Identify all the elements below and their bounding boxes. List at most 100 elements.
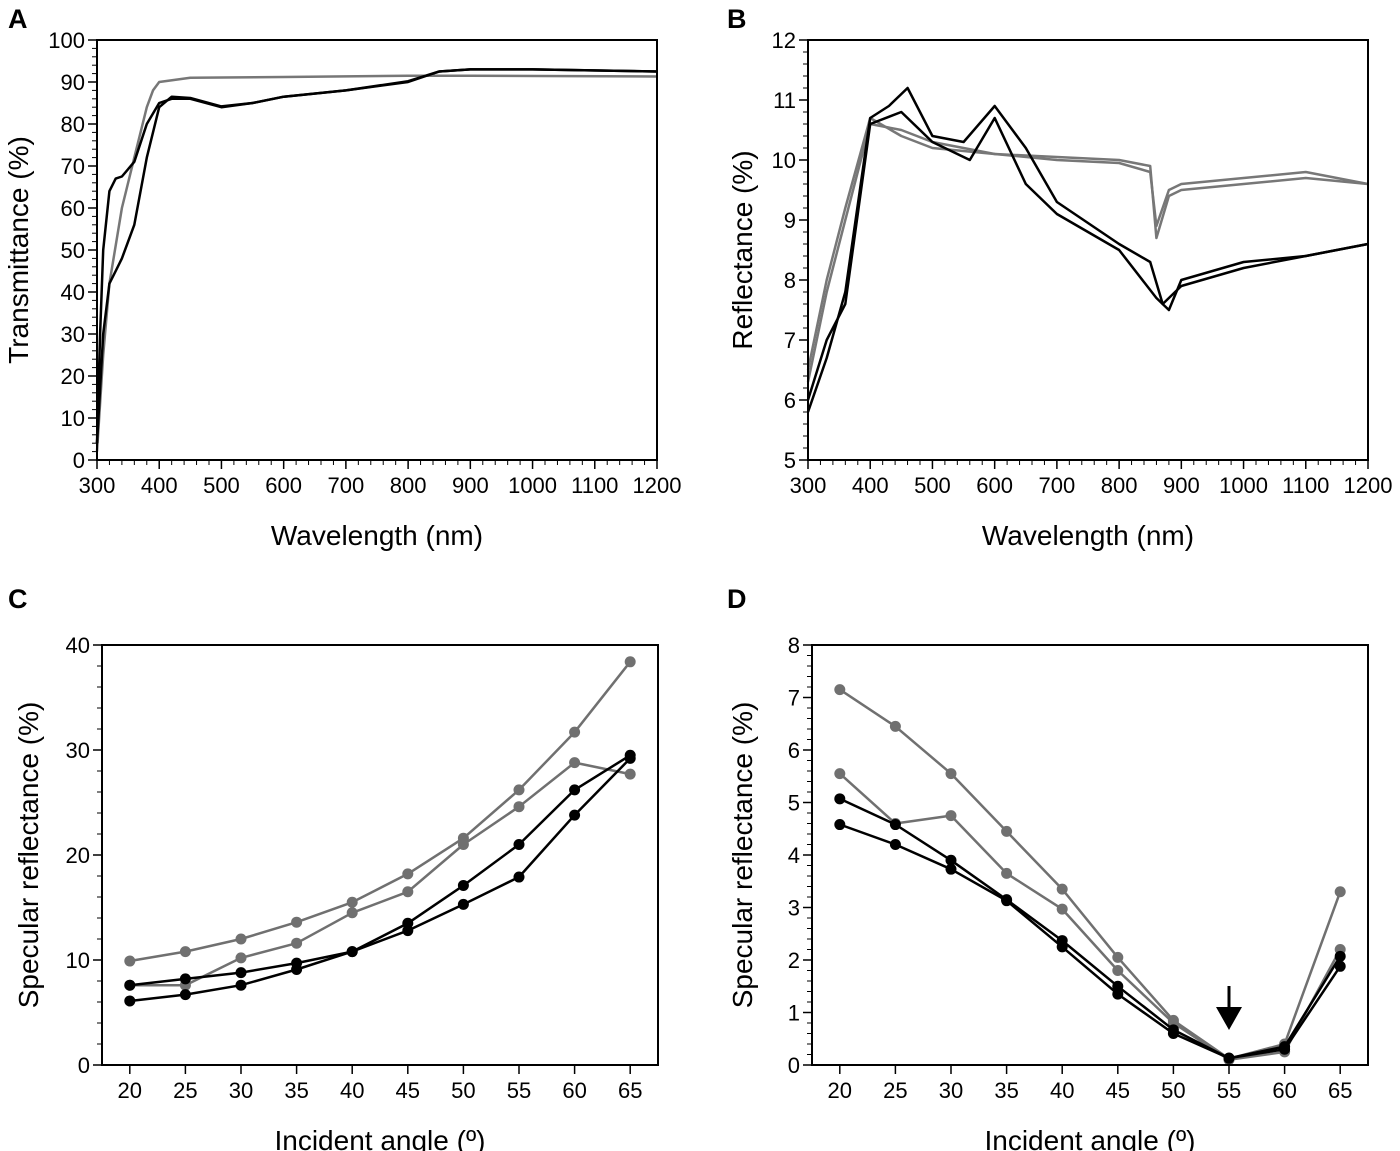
data-point <box>569 784 581 796</box>
data-point <box>889 720 901 732</box>
data-point <box>124 979 136 991</box>
data-point <box>1056 903 1068 915</box>
data-point <box>1001 895 1013 907</box>
x-tick-label: 60 <box>562 1078 586 1103</box>
series-line-2 <box>806 116 1369 371</box>
y-tick-label: 90 <box>61 70 85 95</box>
data-point <box>346 896 358 908</box>
x-tick-label: 30 <box>939 1078 963 1103</box>
x-tick-label: 45 <box>1106 1078 1130 1103</box>
data-point <box>346 946 358 958</box>
x-tick-label: 1000 <box>508 473 557 498</box>
x-tick-label: 35 <box>994 1078 1018 1103</box>
data-point <box>235 952 247 964</box>
data-point <box>834 684 846 696</box>
data-point <box>1112 951 1124 963</box>
x-tick-label: 900 <box>452 473 489 498</box>
data-point <box>457 839 469 850</box>
panel-a: A 300 400 500 600 700 800 900 1000 1100 1200 0 10 20 3… <box>3 4 681 551</box>
series-line-2 <box>95 68 658 444</box>
y-tick-label: 4 <box>788 843 800 868</box>
y-tick-label: 6 <box>784 388 796 413</box>
y-tick-label: 5 <box>788 791 800 816</box>
x-tick-label: 600 <box>265 473 302 498</box>
x-tick-label: 700 <box>328 473 365 498</box>
y-tick-label: 3 <box>788 896 800 921</box>
data-point <box>402 868 414 880</box>
data-point <box>457 879 469 891</box>
x-tick-label: 300 <box>79 473 116 498</box>
y-tick-label: 0 <box>788 1053 800 1078</box>
data-point <box>1001 867 1013 879</box>
data-point <box>291 916 303 928</box>
y-tick-label: 12 <box>772 28 796 53</box>
y-tick-label: 10 <box>66 948 90 973</box>
data-point <box>1334 950 1346 962</box>
x-axis-title: Wavelength (nm) <box>271 520 483 551</box>
x-tick-label: 800 <box>390 473 427 498</box>
data-point <box>945 863 957 875</box>
x-tick-label: 65 <box>618 1078 642 1103</box>
data-point <box>1001 825 1013 837</box>
data-point <box>889 819 901 831</box>
x-tick-label: 500 <box>914 473 951 498</box>
plot-frame <box>101 644 659 1066</box>
series-line-3 <box>839 797 1342 1060</box>
x-tick-label: 30 <box>229 1078 253 1103</box>
data-point <box>1112 988 1124 1000</box>
data-point <box>513 784 525 796</box>
x-tick-label: 25 <box>883 1078 907 1103</box>
y-axis-title: Specular reflectance (%) <box>13 702 44 1009</box>
data-point <box>834 819 846 831</box>
x-tick-label: 500 <box>203 473 240 498</box>
data-point <box>624 752 636 764</box>
data-point <box>179 989 191 1001</box>
data-point <box>1223 1052 1235 1064</box>
x-axis-title: Incident angle (º) <box>984 1125 1195 1151</box>
y-tick-label: 7 <box>784 328 796 353</box>
data-point <box>179 946 191 958</box>
y-tick-label: 0 <box>73 448 85 473</box>
x-tick-label: 300 <box>790 473 827 498</box>
series-line-1 <box>95 74 658 452</box>
data-point <box>834 793 846 805</box>
data-point <box>569 809 581 821</box>
y-tick-label: 7 <box>788 686 800 711</box>
data-point <box>1279 1043 1291 1055</box>
y-tick-label: 50 <box>61 238 85 263</box>
data-point <box>624 656 636 668</box>
data-point <box>235 933 247 945</box>
x-tick-label: 1200 <box>1344 473 1393 498</box>
data-point <box>291 963 303 975</box>
x-tick-label: 45 <box>396 1078 420 1103</box>
plot-frame <box>96 39 658 461</box>
x-tick-label: 65 <box>1328 1078 1352 1103</box>
data-point <box>346 907 358 919</box>
data-point <box>569 726 581 738</box>
y-tick-label: 20 <box>66 843 90 868</box>
y-tick-label: 8 <box>788 633 800 658</box>
series-line-3 <box>95 68 658 444</box>
y-tick-label: 10 <box>61 406 85 431</box>
data-point <box>291 937 303 949</box>
x-tick-label: 700 <box>1039 473 1076 498</box>
panel-label: A <box>8 4 28 34</box>
data-point <box>235 979 247 991</box>
series-line-4 <box>129 757 632 1003</box>
y-tick-label: 20 <box>61 364 85 389</box>
series-line-1 <box>839 688 1342 1060</box>
data-point <box>889 839 901 850</box>
x-tick-label: 400 <box>141 473 178 498</box>
y-axis-title: Transmittance (%) <box>3 136 34 364</box>
x-tick-label: 50 <box>1161 1078 1185 1103</box>
y-tick-label: 30 <box>66 738 90 763</box>
data-point <box>1167 1028 1179 1039</box>
y-tick-label: 100 <box>48 28 85 53</box>
x-tick-label: 60 <box>1272 1078 1296 1103</box>
plot-frame <box>811 644 1369 1066</box>
y-axis-title: Specular reflectance (%) <box>727 702 758 1009</box>
y-tick-label: 9 <box>784 208 796 233</box>
x-tick-label: 600 <box>976 473 1013 498</box>
panel-c: C 20 25 30 35 40 45 50 55 60 65 0 10 20 30 40 Incident a… <box>8 584 659 1151</box>
